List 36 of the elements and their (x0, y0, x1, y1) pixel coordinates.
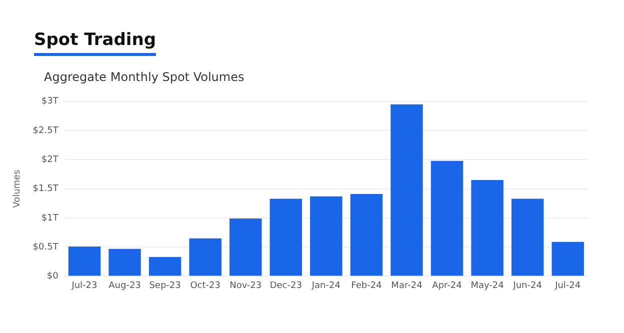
x-tick-label: Oct-23 (190, 280, 220, 291)
x-tick-label: Jun-24 (512, 280, 542, 291)
bar (471, 180, 504, 276)
bar (270, 198, 302, 276)
x-tick-label: Jul-24 (554, 280, 581, 291)
y-tick-label: $0.5T (32, 242, 59, 252)
bar (148, 256, 182, 276)
x-tick-label: May-24 (470, 280, 504, 291)
x-tick-label: Apr-24 (432, 280, 462, 291)
bar (108, 248, 141, 276)
bar (310, 196, 342, 276)
y-tick-label: $3T (41, 96, 59, 107)
y-tick-label: $2.5T (32, 126, 59, 136)
x-tick-label: Jul-23 (70, 280, 98, 291)
bar (350, 194, 383, 276)
bar (390, 104, 423, 276)
y-tick-label: $1T (41, 213, 59, 224)
bar (430, 160, 464, 276)
y-tick-label: $0 (46, 272, 59, 282)
bar (552, 242, 584, 276)
y-tick-label: $2T (41, 155, 59, 166)
x-tick-label: Mar-24 (391, 280, 423, 291)
x-tick-label: Sep-23 (149, 280, 181, 291)
x-tick-label: Aug-23 (108, 280, 141, 291)
bar (511, 198, 544, 276)
y-axis-title: Volumes (12, 169, 23, 208)
x-tick-label: Nov-23 (230, 280, 262, 291)
bar (68, 246, 101, 276)
y-tick-label: $1.5T (32, 184, 59, 194)
chart-title: Spot Trading (34, 30, 156, 50)
chart-subtitle: Aggregate Monthly Spot Volumes (44, 70, 246, 84)
x-tick-label: Feb-24 (351, 280, 382, 291)
bar (189, 238, 222, 276)
bar (229, 218, 262, 276)
x-tick-label: Jan-24 (310, 280, 341, 291)
x-tick-label: Dec-23 (270, 280, 302, 291)
